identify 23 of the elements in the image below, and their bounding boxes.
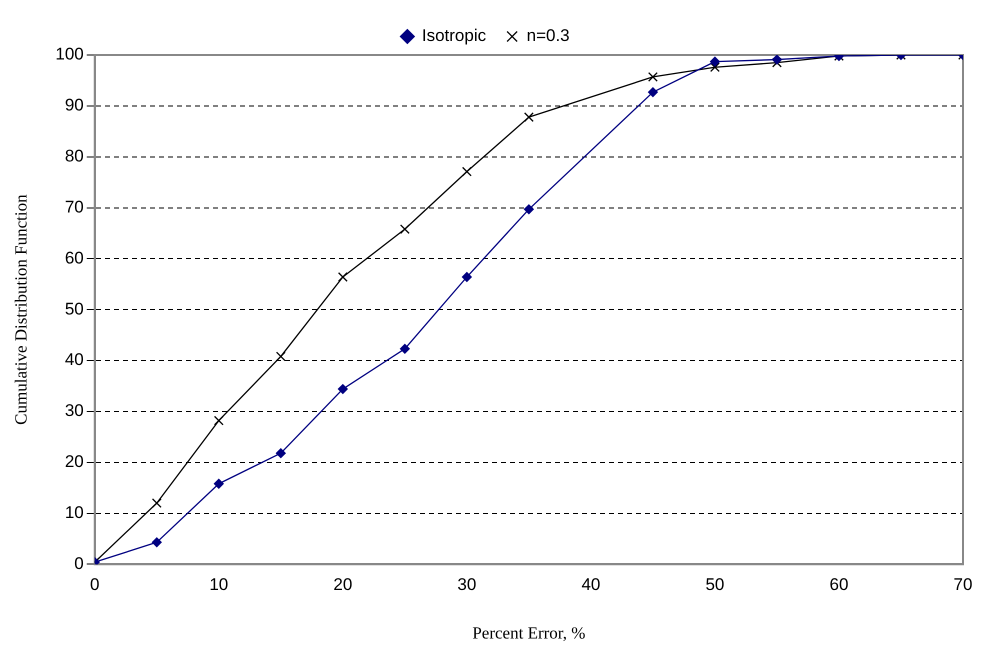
y-tick-label: 50 xyxy=(64,299,84,318)
x-tick-label: 10 xyxy=(209,575,228,594)
x-tick-label: 40 xyxy=(581,575,600,594)
x-tick-label: 60 xyxy=(830,575,848,594)
legend-label: Isotropic xyxy=(422,26,487,46)
y-tick-label: 90 xyxy=(64,96,84,115)
y-tick-label: 10 xyxy=(64,502,84,522)
y-tick-label: 80 xyxy=(64,146,84,166)
y-tick-label: 70 xyxy=(64,197,84,216)
y-tick-label: 30 xyxy=(64,401,84,420)
legend-label: n=0.3 xyxy=(526,26,570,46)
y-tick-label: 20 xyxy=(64,452,84,472)
x-tick-label: 30 xyxy=(457,575,476,594)
x-axis-title: Percent Error, % xyxy=(472,623,586,642)
y-tick-label: 100 xyxy=(55,44,84,64)
y-tick-label: 0 xyxy=(74,554,84,573)
x-tick-label: 70 xyxy=(954,575,972,594)
y-axis-title: Cumulative Distribution Function xyxy=(12,194,31,425)
y-tick-label: 40 xyxy=(64,350,84,370)
x-tick-label: 20 xyxy=(333,575,352,594)
y-tick-label: 60 xyxy=(64,248,84,268)
x-tick-label: 0 xyxy=(90,575,100,594)
x-tick-label: 50 xyxy=(705,575,724,594)
